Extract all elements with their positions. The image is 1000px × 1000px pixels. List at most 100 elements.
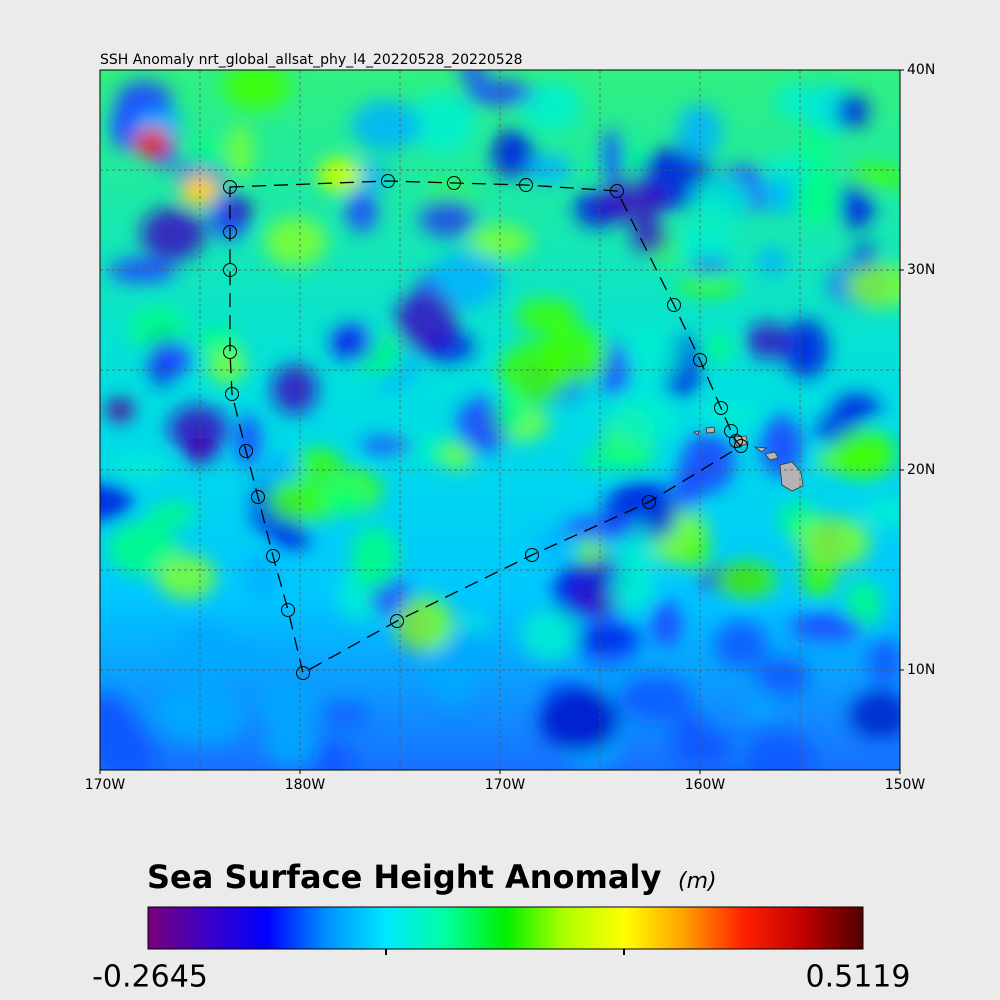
waypoint [223,263,237,277]
field-blob [739,730,814,770]
field-blob [745,322,790,359]
field-blob [495,392,528,435]
y-tick-label: 30N [907,262,935,278]
field-blob [520,608,580,662]
field-blob [714,620,768,669]
field-blob [676,104,723,159]
colorbar-min: -0.2645 [92,960,208,995]
field-blob [839,179,874,230]
field-blob [264,216,328,267]
field-blob [705,332,734,363]
field-blob [788,613,865,643]
waypoint [525,548,539,562]
field-blob [610,558,656,613]
field-blob [783,319,829,379]
field-blob [362,435,416,456]
x-tick-label: 160W [685,777,726,793]
field-blob [168,404,229,454]
colorbar [147,906,864,950]
map-frame [99,69,901,771]
field-blob [756,655,810,696]
field-blob [394,596,454,652]
field-blob [432,250,503,309]
field-blob [623,327,682,383]
field-blob [848,164,900,191]
field-blob [835,93,869,130]
field-blob [324,483,366,517]
field-blob [521,80,582,133]
field-blob [609,391,676,447]
field-blob [151,340,191,377]
waypoint [225,387,239,401]
field-blob [844,262,900,308]
field-blob [716,561,777,599]
field-blob [160,684,207,743]
field-blob [676,274,740,296]
field-blob [686,537,711,571]
waypoint [381,174,395,188]
track-line [229,180,743,674]
field-blob [312,737,353,770]
waypoint [519,178,533,192]
field-blob [173,623,235,683]
field-blob [130,307,188,350]
map-title: SSH Anomaly nrt_global_allsat_phy_l4_202… [100,52,523,68]
waypoint [610,184,624,198]
field-blob [149,501,198,527]
field-blob [223,70,290,111]
waypoint [251,490,265,504]
field-blob [264,718,318,767]
field-blob [792,170,840,225]
field-blob [140,207,206,261]
field-blob [258,680,316,729]
field-blob [458,70,488,83]
field-blob [100,481,133,523]
x-tick-label: 150W [885,777,926,793]
field-blob [831,428,897,479]
field-blob [323,704,369,726]
field-blob [345,190,378,233]
field-blob [144,136,160,150]
field-blob [419,198,477,238]
waypoint [390,614,404,628]
field-blob [267,477,341,523]
field-blob [797,517,871,568]
y-tick-label: 40N [907,62,935,78]
waypoint [281,603,295,617]
colorbar-unit: (m) [678,869,717,894]
field-blob [295,448,342,477]
field-blob [227,123,253,180]
field-blob [631,218,669,255]
waypoint [266,549,280,563]
hawaii-islands [693,426,804,492]
waypoint [642,495,656,509]
colorbar-max: 0.5119 [806,960,911,995]
colorbar-title: Sea Surface Height Anomaly [147,858,661,896]
waypoint [223,180,237,194]
field-blob [103,455,172,480]
waypoint [223,345,237,359]
waypoint [714,401,728,415]
field-blob [467,224,532,258]
field-blob [271,364,318,415]
field-blob [318,157,362,193]
field-blob [395,290,458,352]
waypoint [693,353,707,367]
field-blob [681,432,735,493]
field-blob [515,298,579,334]
waypoint [734,439,748,453]
field-blob [351,99,422,152]
field-blob [409,92,477,153]
field-blob [111,104,137,151]
field-blob [561,516,635,541]
field-blob [579,447,656,471]
waypoint [239,444,253,458]
field-blob [697,401,758,428]
field-blob [244,551,281,601]
field-blob [599,129,624,187]
field-blob [272,523,311,550]
field-blob [651,599,682,648]
field-blob [523,154,573,185]
field-blob [746,693,774,722]
